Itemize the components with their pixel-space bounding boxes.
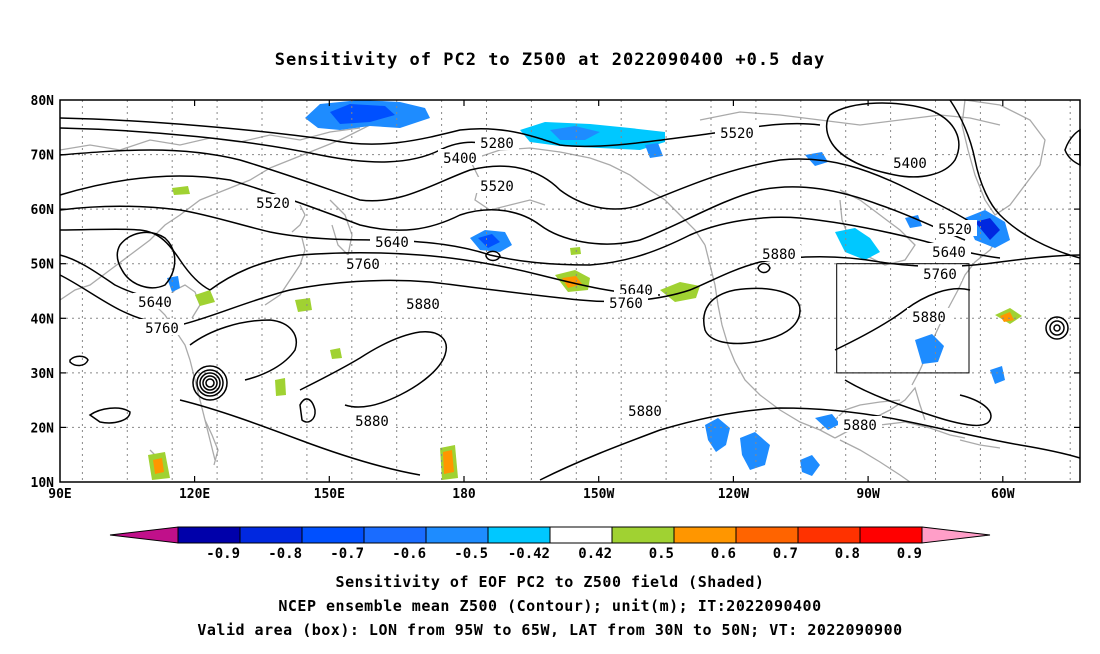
contour-label: 5760 <box>140 319 184 337</box>
svg-text:5280: 5280 <box>480 136 514 152</box>
contour-label: 5880 <box>838 416 882 434</box>
colorbar-swatch <box>611 526 675 544</box>
footer-line-3: Valid area (box): LON from 95W to 65W, L… <box>197 621 903 639</box>
colorbar-tick-label: -0.42 <box>508 546 550 562</box>
contour-label: 5760 <box>604 294 648 312</box>
lat-label-40n: 40N <box>31 312 55 327</box>
contour-label: 5880 <box>757 245 801 263</box>
colorbar-swatch <box>673 526 737 544</box>
contour-label: 5520 <box>475 177 519 195</box>
valid-area-box <box>836 263 970 374</box>
svg-text:5880: 5880 <box>843 418 877 434</box>
colorbar-tick-label: -0.9 <box>206 546 240 562</box>
colorbar-swatch <box>859 526 923 544</box>
lon-label-90w: 90W <box>856 487 880 502</box>
lon-label-150w: 150W <box>583 487 614 502</box>
lat-label-10n: 10N <box>31 476 55 491</box>
svg-text:5880: 5880 <box>355 414 389 430</box>
contour-label: 5880 <box>350 412 394 430</box>
colorbar-tick-label: -0.8 <box>268 546 302 562</box>
svg-text:5640: 5640 <box>375 235 409 251</box>
svg-text:5760: 5760 <box>346 257 380 273</box>
colorbar-tick-label: 0.5 <box>649 546 674 562</box>
lon-label-120e: 120E <box>179 487 210 502</box>
lat-label-80n: 80N <box>31 94 55 109</box>
lon-label-90e: 90E <box>48 487 71 502</box>
colorbar-swatch <box>735 526 799 544</box>
contour-label: 5640 <box>133 293 177 311</box>
chart-title: Sensitivity of PC2 to Z500 at 2022090400… <box>274 50 826 70</box>
svg-text:5880: 5880 <box>628 404 662 420</box>
svg-text:5880: 5880 <box>406 297 440 313</box>
svg-text:5880: 5880 <box>912 310 946 326</box>
colorbar-tick-label: -0.7 <box>330 546 364 562</box>
lat-label-70n: 70N <box>31 149 55 164</box>
footer-line-2: NCEP ensemble mean Z500 (Contour); unit(… <box>278 597 822 615</box>
svg-text:5760: 5760 <box>923 267 957 283</box>
colorbar-tick-label: 0.7 <box>773 546 798 562</box>
contour-label: 5520 <box>251 194 295 212</box>
svg-text:5640: 5640 <box>138 295 172 311</box>
contour-label: 5520 <box>933 220 977 238</box>
colorbar-tick-label: -0.5 <box>454 546 488 562</box>
footer-line-1: Sensitivity of EOF PC2 to Z500 field (Sh… <box>335 573 765 591</box>
latitude-labels: 80N 70N 60N 50N 40N 30N 20N 10N <box>31 94 55 491</box>
lon-label-150e: 150E <box>314 487 345 502</box>
svg-text:5520: 5520 <box>256 196 290 212</box>
lon-label-60w: 60W <box>991 487 1015 502</box>
colorbar-tick-label: 0.6 <box>711 546 736 562</box>
svg-text:5880: 5880 <box>762 247 796 263</box>
contour-label: 5640 <box>370 233 414 251</box>
colorbar-swatch <box>363 526 427 544</box>
lon-label-120w: 120W <box>718 487 749 502</box>
contour-label: 5640 <box>927 243 971 261</box>
colorbar-swatch <box>239 526 303 544</box>
contour-labels: 5280 5400 5520 5400 5520 5520 5400 5520 … <box>133 124 977 434</box>
z500-contours <box>59 99 1081 481</box>
colorbar-swatch <box>797 526 861 544</box>
colorbar-tick-label: -0.6 <box>392 546 426 562</box>
colorbar-swatch <box>177 526 241 544</box>
colorbar-swatch <box>425 526 489 544</box>
coastlines <box>59 99 1046 483</box>
frame-ticks <box>60 100 1080 482</box>
colorbar-tick-label: 0.9 <box>897 546 922 562</box>
lat-label-50n: 50N <box>31 258 55 273</box>
contour-label: 5760 <box>341 255 385 273</box>
lat-label-30n: 30N <box>31 367 55 382</box>
svg-text:5520: 5520 <box>938 222 972 238</box>
colorbar-low-arrow <box>109 526 179 544</box>
svg-text:5520: 5520 <box>720 126 754 142</box>
longitude-labels: 90E 120E 150E 180 150W 120W 90W 60W <box>48 487 1014 502</box>
svg-text:5400: 5400 <box>893 156 927 172</box>
colorbar-tick-label: 0.42 <box>578 546 612 562</box>
svg-text:5640: 5640 <box>932 245 966 261</box>
colorbar-tick-label: 0.8 <box>835 546 860 562</box>
map-frame <box>59 99 1081 483</box>
svg-text:5760: 5760 <box>145 321 179 337</box>
colorbar-swatch <box>301 526 365 544</box>
contour-label: 5400 <box>888 154 932 172</box>
contour-label: 5880 <box>907 308 951 326</box>
contour-label: 5760 <box>918 265 962 283</box>
lat-label-60n: 60N <box>31 203 55 218</box>
lat-label-20n: 20N <box>31 421 55 436</box>
colorbar-swatch <box>549 526 613 544</box>
colorbar-high-arrow <box>921 526 991 544</box>
contour-label: 5880 <box>401 295 445 313</box>
contour-label: 5400 <box>438 149 482 167</box>
colorbar: -0.9 -0.8 -0.7 -0.6 -0.5 -0.42 0.42 0.5 0.6 0.7 0.… <box>109 526 991 562</box>
lon-label-180: 180 <box>452 487 476 502</box>
svg-text:5760: 5760 <box>609 296 643 312</box>
svg-text:5520: 5520 <box>480 179 514 195</box>
contour-label: 5520 <box>715 124 759 142</box>
colorbar-swatch <box>487 526 551 544</box>
svg-text:5400: 5400 <box>443 151 477 167</box>
contour-label: 5880 <box>623 402 667 420</box>
contour-label: 5280 <box>475 134 519 152</box>
